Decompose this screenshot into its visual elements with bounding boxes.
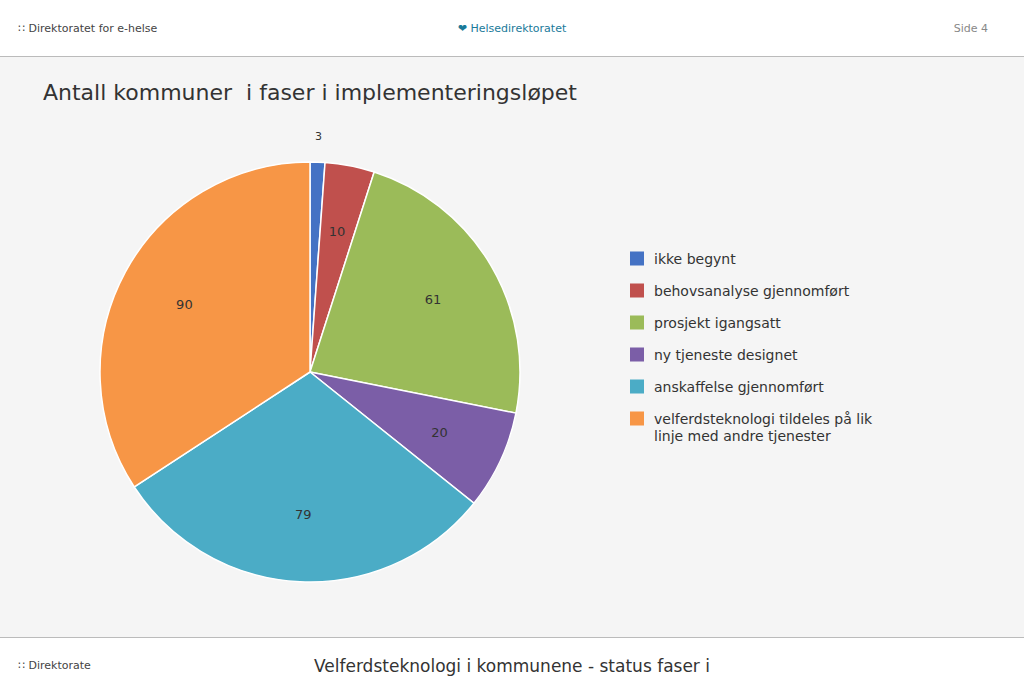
- legend-swatch: [630, 348, 644, 362]
- footer-bar: [0, 637, 1024, 694]
- annotation: Velferdsteknologi i kommunene - status f…: [314, 656, 710, 676]
- legend-swatch: [630, 412, 644, 426]
- header-bar: [0, 0, 1024, 57]
- annotation: ❤ Helsedirektoratet: [458, 22, 567, 35]
- legend-label-line: anskaffelse gjennomført: [654, 379, 824, 395]
- chart: ∷ Direktoratet for e-helse ❤ Helsedirekto…: [0, 0, 1024, 694]
- page-background: [0, 0, 1024, 694]
- header-rule: [0, 56, 1024, 57]
- slice: [310, 172, 520, 413]
- data-label: 20: [431, 425, 448, 440]
- data-label: 90: [176, 297, 193, 312]
- legend-label: ikke begynt: [654, 251, 736, 267]
- legend-label: prosjekt igangsatt: [654, 315, 781, 331]
- chart-container: ∷ Direktoratet for e-helse ❤ Helsedirekto…: [0, 0, 1024, 694]
- annotation: ∷ Direktorate: [18, 659, 91, 672]
- data-label: 61: [425, 292, 442, 307]
- legend-label: ny tjeneste designet: [654, 347, 798, 363]
- footer-rule: [0, 637, 1024, 638]
- slice: [100, 162, 310, 487]
- annotation: ∷ Direktoratet for e-helse: [18, 22, 158, 35]
- data-labels: 3 10 61 20 79 90: [176, 130, 448, 522]
- legend-swatch: [630, 252, 644, 266]
- legend-label-line: ny tjeneste designet: [654, 347, 798, 363]
- chart-background: [0, 57, 1024, 637]
- legend-label-line: linje med andre tjenester: [654, 428, 831, 444]
- legend-label-line: behovsanalyse gjennomført: [654, 283, 850, 299]
- data-label: 79: [295, 507, 312, 522]
- legend-swatch: [630, 380, 644, 394]
- legend-label-line: prosjekt igangsatt: [654, 315, 781, 331]
- legend-label: velferdsteknologi tildeles på liklinje m…: [654, 411, 873, 444]
- data-label: 10: [329, 224, 346, 239]
- legend-label: behovsanalyse gjennomført: [654, 283, 850, 299]
- legend-swatch: [630, 284, 644, 298]
- legend-swatch: [630, 316, 644, 330]
- legend-label: anskaffelse gjennomført: [654, 379, 824, 395]
- data-label: 3: [315, 130, 322, 143]
- legend: ikke begynt behovsanalyse gjennomført pros…: [630, 251, 873, 444]
- legend-label-line: velferdsteknologi tildeles på lik: [654, 411, 873, 427]
- annotation: Side 4: [954, 22, 988, 35]
- legend-label-line: ikke begynt: [654, 251, 736, 267]
- title: Antall kommuner i faser i implementering…: [43, 80, 577, 105]
- pie: [100, 162, 520, 582]
